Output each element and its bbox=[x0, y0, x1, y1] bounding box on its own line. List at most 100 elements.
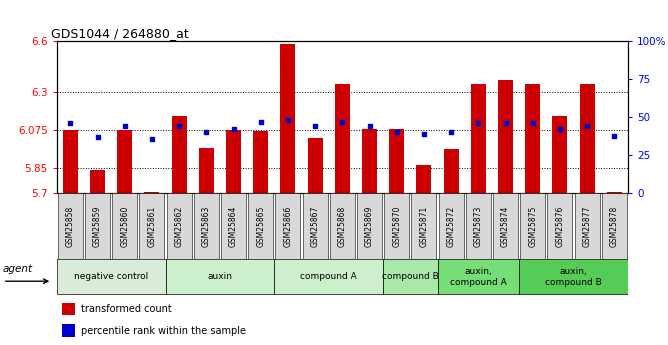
Point bbox=[120, 124, 130, 129]
Point bbox=[419, 131, 430, 137]
FancyBboxPatch shape bbox=[57, 259, 166, 294]
FancyBboxPatch shape bbox=[275, 259, 383, 294]
Point bbox=[255, 119, 266, 125]
FancyBboxPatch shape bbox=[194, 193, 219, 259]
FancyBboxPatch shape bbox=[520, 193, 545, 259]
Bar bbox=[607, 191, 622, 193]
Bar bbox=[525, 83, 540, 193]
Point bbox=[147, 136, 158, 141]
Point bbox=[528, 121, 538, 126]
FancyBboxPatch shape bbox=[330, 193, 355, 259]
Point bbox=[500, 121, 511, 126]
Point bbox=[337, 119, 347, 125]
Text: GSM25864: GSM25864 bbox=[229, 205, 238, 247]
Bar bbox=[226, 130, 241, 193]
Text: GSM25870: GSM25870 bbox=[392, 205, 401, 247]
Point bbox=[201, 130, 212, 135]
Bar bbox=[308, 138, 323, 193]
Text: GSM25869: GSM25869 bbox=[365, 205, 374, 247]
FancyBboxPatch shape bbox=[166, 193, 192, 259]
FancyBboxPatch shape bbox=[439, 193, 464, 259]
Bar bbox=[253, 131, 269, 193]
Bar bbox=[471, 83, 486, 193]
Text: GSM25873: GSM25873 bbox=[474, 205, 483, 247]
FancyBboxPatch shape bbox=[383, 259, 438, 294]
Text: GSM25863: GSM25863 bbox=[202, 205, 211, 247]
Point bbox=[228, 127, 239, 132]
FancyBboxPatch shape bbox=[519, 259, 628, 294]
FancyBboxPatch shape bbox=[384, 193, 409, 259]
FancyBboxPatch shape bbox=[438, 259, 519, 294]
Text: GDS1044 / 264880_at: GDS1044 / 264880_at bbox=[51, 27, 189, 40]
Text: agent: agent bbox=[3, 264, 33, 274]
Text: GSM25861: GSM25861 bbox=[148, 205, 156, 247]
Text: GSM25872: GSM25872 bbox=[447, 205, 456, 247]
Text: GSM25865: GSM25865 bbox=[257, 205, 265, 247]
Point bbox=[391, 130, 402, 135]
FancyBboxPatch shape bbox=[58, 193, 83, 259]
Text: GSM25866: GSM25866 bbox=[283, 205, 293, 247]
Bar bbox=[90, 170, 105, 193]
Bar bbox=[335, 83, 350, 193]
Bar bbox=[281, 44, 295, 193]
FancyBboxPatch shape bbox=[166, 259, 275, 294]
Point bbox=[446, 130, 456, 135]
FancyBboxPatch shape bbox=[574, 193, 600, 259]
Bar bbox=[172, 116, 186, 193]
FancyBboxPatch shape bbox=[112, 193, 138, 259]
Text: GSM25877: GSM25877 bbox=[582, 205, 592, 247]
FancyBboxPatch shape bbox=[248, 193, 273, 259]
Text: GSM25860: GSM25860 bbox=[120, 205, 130, 247]
Bar bbox=[63, 303, 75, 315]
Bar bbox=[63, 324, 75, 337]
Bar bbox=[580, 83, 595, 193]
Point bbox=[609, 133, 620, 138]
Text: auxin: auxin bbox=[208, 272, 232, 282]
Bar bbox=[498, 80, 513, 193]
Bar bbox=[389, 129, 404, 193]
Point bbox=[582, 124, 593, 129]
Text: GSM25874: GSM25874 bbox=[501, 205, 510, 247]
Text: compound A: compound A bbox=[301, 272, 357, 282]
Bar bbox=[362, 129, 377, 193]
Text: auxin,
compound B: auxin, compound B bbox=[545, 267, 602, 287]
FancyBboxPatch shape bbox=[411, 193, 436, 259]
FancyBboxPatch shape bbox=[221, 193, 246, 259]
FancyBboxPatch shape bbox=[357, 193, 382, 259]
Bar bbox=[144, 191, 160, 193]
Point bbox=[364, 124, 375, 129]
Text: GSM25871: GSM25871 bbox=[420, 205, 428, 247]
Bar bbox=[444, 149, 459, 193]
Point bbox=[473, 121, 484, 126]
FancyBboxPatch shape bbox=[275, 193, 301, 259]
Text: GSM25868: GSM25868 bbox=[338, 205, 347, 247]
Text: auxin,
compound A: auxin, compound A bbox=[450, 267, 507, 287]
FancyBboxPatch shape bbox=[547, 193, 572, 259]
Point bbox=[92, 134, 103, 140]
FancyBboxPatch shape bbox=[602, 193, 627, 259]
Point bbox=[174, 124, 184, 129]
Text: GSM25875: GSM25875 bbox=[528, 205, 537, 247]
Bar bbox=[63, 130, 78, 193]
Text: GSM25858: GSM25858 bbox=[66, 205, 75, 247]
Bar bbox=[416, 165, 432, 193]
Text: GSM25867: GSM25867 bbox=[311, 205, 320, 247]
Point bbox=[283, 118, 293, 123]
Text: percentile rank within the sample: percentile rank within the sample bbox=[81, 326, 246, 336]
FancyBboxPatch shape bbox=[85, 193, 110, 259]
Text: transformed count: transformed count bbox=[81, 304, 172, 314]
Bar bbox=[552, 116, 567, 193]
FancyBboxPatch shape bbox=[303, 193, 328, 259]
Bar bbox=[118, 130, 132, 193]
Bar bbox=[199, 148, 214, 193]
FancyBboxPatch shape bbox=[140, 193, 164, 259]
Text: GSM25862: GSM25862 bbox=[174, 205, 184, 247]
Text: compound B: compound B bbox=[382, 272, 439, 282]
FancyBboxPatch shape bbox=[466, 193, 491, 259]
Text: negative control: negative control bbox=[74, 272, 148, 282]
Text: GSM25859: GSM25859 bbox=[93, 205, 102, 247]
Text: GSM25878: GSM25878 bbox=[610, 205, 619, 247]
Point bbox=[65, 121, 75, 126]
Point bbox=[310, 124, 321, 129]
Text: GSM25876: GSM25876 bbox=[555, 205, 564, 247]
